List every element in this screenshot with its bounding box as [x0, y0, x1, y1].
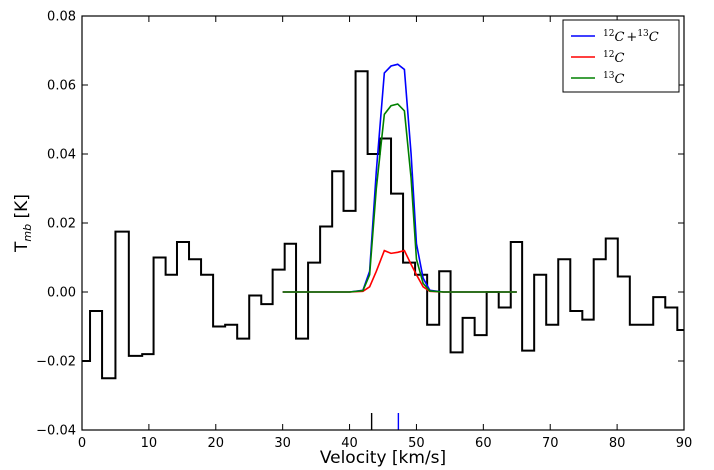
- y-tick-label: 0.02: [47, 217, 76, 232]
- x-tick-label: 80: [609, 436, 626, 451]
- x-tick-label: 0: [78, 436, 86, 451]
- y-tick-label: −0.02: [36, 355, 76, 370]
- y-tick-label: 0.06: [47, 79, 76, 94]
- x-tick-label: 30: [274, 436, 291, 451]
- x-tick-label: 10: [141, 436, 158, 451]
- plot-frame: [81, 15, 685, 431]
- plot-layer: [82, 63, 684, 380]
- x-tick-label: 40: [341, 436, 358, 451]
- ticks-layer: 0 10 20 30 40 50 60 70 80 90 −0.04 −0.02 0.00 0.02 0.0…: [36, 10, 692, 452]
- series-12c-13c-line: [282, 63, 517, 293]
- x-tick-label: 20: [208, 436, 225, 451]
- series-12c-line: [282, 249, 517, 293]
- legend-box: [562, 19, 680, 93]
- y-tick-label: 0.08: [47, 10, 76, 25]
- x-tick-label: 90: [676, 436, 693, 451]
- y-axis-label-main: T: [12, 241, 32, 253]
- x-tick-label: 50: [408, 436, 425, 451]
- legend-label-12c: 12C: [603, 50, 624, 66]
- y-tick-label: 0.04: [47, 148, 76, 163]
- series-13c-line: [282, 103, 517, 293]
- x-tick-label: 70: [542, 436, 559, 451]
- y-tick-label: 0.00: [47, 286, 76, 301]
- x-axis-label: Velocity [km/s]: [320, 448, 446, 468]
- markers-layer: [370, 413, 400, 430]
- y-axis-label-sub: mb: [21, 224, 34, 242]
- legend-label-12c-13c: 12C +13C: [603, 29, 659, 45]
- y-tick-label: −0.04: [36, 424, 76, 439]
- observed-spectrum-line: [82, 70, 684, 380]
- y-axis-label: Tmb [K]: [12, 194, 34, 253]
- legend: 12C +13C 12C 13C: [562, 19, 680, 93]
- y-axis-label-rest: [K]: [12, 194, 32, 224]
- legend-label-13c: 13C: [603, 71, 624, 87]
- x-tick-label: 60: [475, 436, 492, 451]
